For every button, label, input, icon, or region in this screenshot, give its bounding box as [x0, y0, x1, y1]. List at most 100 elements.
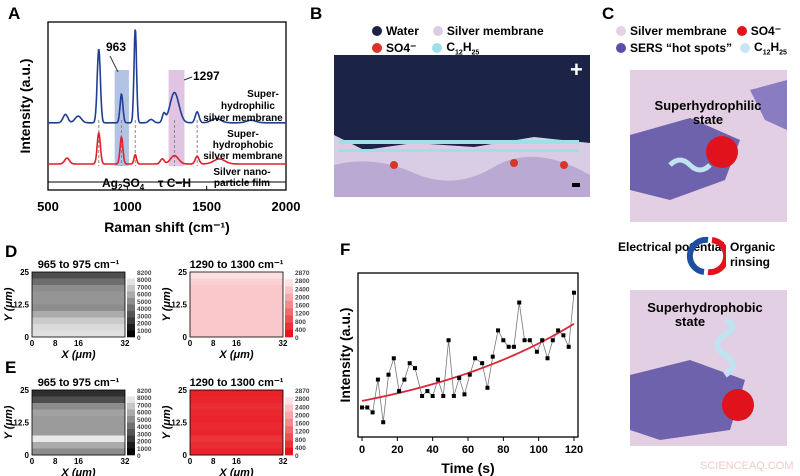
y-tick-label: 12.5 — [13, 419, 29, 428]
heatmap: 1290 to 1300 cm⁻¹28702800240020001600120… — [161, 259, 310, 361]
x-tick-label: 2000 — [272, 199, 300, 214]
colorbar-segment — [127, 403, 135, 410]
legend-item-hot-spots: SERS “hot spots” — [616, 40, 732, 56]
legend-item-c12h25: C12H25 — [740, 40, 787, 56]
heatmap-cell-row — [190, 396, 283, 404]
x-tick-label: 1000 — [113, 199, 142, 214]
colorbar-segment — [285, 300, 293, 309]
superhydrophobic-state-image: Superhydrophobic state — [630, 290, 787, 446]
x-tick-label: 16 — [232, 339, 241, 348]
data-point — [397, 389, 402, 394]
panel-label-d: D — [5, 242, 18, 261]
heatmap-cell-row — [32, 442, 125, 449]
data-point — [480, 361, 485, 366]
y-tick-label: 25 — [178, 386, 187, 395]
fit-curve — [361, 323, 575, 402]
legend-label: SERS “hot spots” — [630, 41, 733, 56]
data-point — [462, 392, 467, 397]
data-point — [370, 410, 375, 415]
state-label-top: Superhydrophilic state — [655, 98, 762, 127]
heatmap-cell-row — [190, 298, 283, 305]
legend-item-silver-membrane: Silver membrane — [616, 24, 727, 38]
heatmap-cell-row — [32, 311, 125, 318]
colorbar-label: 2870 — [295, 270, 310, 277]
heatmap-cell-row — [32, 330, 125, 338]
panel-label-e: E — [5, 358, 17, 377]
x-axis-label: X (μm) — [218, 467, 253, 476]
data-point — [545, 356, 550, 361]
data-point — [496, 328, 501, 333]
data-point — [446, 338, 451, 343]
x-tick-label: 1500 — [192, 199, 221, 214]
y-axis-label: Y (μm) — [161, 287, 173, 321]
colorbar-label: 0 — [295, 453, 299, 460]
x-tick-label: 8 — [211, 457, 216, 466]
x-tick-label: 32 — [279, 457, 288, 466]
colorbar-label: 7000 — [137, 284, 152, 291]
peak-arrow — [109, 55, 119, 73]
heatmap-title: 965 to 975 cm⁻¹ — [38, 377, 120, 389]
peak-label-963: 963 — [106, 40, 126, 54]
heatmap-cell-row — [190, 272, 283, 279]
colorbar-label: 2800 — [295, 278, 310, 285]
colorbar-label: 0 — [295, 335, 299, 342]
heatmap-cell-row — [190, 324, 283, 331]
heatmap-cell-row — [190, 311, 283, 318]
legend-item-so4: SO4⁻ — [736, 24, 781, 38]
colorbar-label: 400 — [295, 327, 306, 334]
data-point — [572, 290, 576, 295]
legend-item-so4: SO4⁻ — [372, 40, 416, 56]
heatmap-frame — [189, 271, 284, 338]
colorbar-segment — [285, 293, 293, 302]
data-point — [490, 354, 495, 359]
data-point — [435, 377, 440, 382]
colorbar-label: 0 — [137, 335, 141, 342]
heatmap-cell-row — [32, 278, 125, 286]
cycle-arrows-icon — [686, 236, 726, 276]
series-label-nanoparticle: Silver nano-particle film — [213, 167, 270, 189]
heatmap-frame — [31, 389, 126, 456]
y-axis-label: Y (μm) — [161, 405, 173, 439]
data-point — [517, 300, 522, 305]
colorbar-segment — [285, 329, 293, 338]
y-axis-label: Y (μm) — [3, 287, 15, 321]
legend-item-c12h25: C12H25 — [432, 40, 479, 56]
colorbar-segment — [127, 448, 135, 456]
highlight-band — [114, 70, 129, 166]
legend-label: Silver membrane — [446, 24, 544, 38]
colorbar-segment — [127, 422, 135, 430]
heatmap-frame — [31, 271, 126, 338]
colorbar-label: 8000 — [137, 395, 152, 402]
heatmap-cell-row — [32, 422, 125, 430]
y-tick-label: 12.5 — [171, 301, 187, 310]
series-label-hydrophobic: Super-hydrophobic silver membrane — [203, 129, 283, 162]
legend-item-water: Water — [372, 24, 419, 38]
heatmap-cell-row — [32, 435, 125, 443]
legend-c: Silver membrane SO4⁻ SERS “hot spots” C1… — [616, 24, 800, 56]
data-point — [467, 372, 472, 377]
band-label-ch: τ C−H — [158, 176, 191, 190]
heatmap-title: 1290 to 1300 cm⁻¹ — [190, 377, 284, 389]
heatmap: 965 to 975 cm⁻¹8200800070006000500040003… — [3, 377, 152, 476]
colorbar-label: 6000 — [137, 292, 152, 299]
heatmap: 1290 to 1300 cm⁻¹28702800240020001600120… — [161, 377, 310, 476]
colorbar-segment — [285, 411, 293, 420]
x-tick-label: 0 — [30, 457, 35, 466]
data-point — [457, 375, 462, 380]
heatmap-cell-row — [32, 304, 125, 312]
x-tick-label: 16 — [74, 339, 83, 348]
x-tick-label: 0 — [188, 457, 193, 466]
data-point — [425, 389, 430, 394]
heatmap-cell-row — [32, 403, 125, 410]
heatmap-cell-row — [32, 285, 125, 292]
colorbar-label: 8200 — [137, 388, 152, 395]
colorbar-label: 5000 — [137, 417, 152, 424]
colorbar-segment — [285, 418, 293, 427]
data-point — [381, 420, 386, 425]
legend-label: SO4⁻ — [386, 41, 417, 56]
data-point — [451, 394, 456, 398]
data-point — [561, 333, 566, 338]
x-tick-label: 100 — [529, 444, 547, 456]
legend-b: Water Silver membrane SO4⁻ C12H25 — [372, 24, 572, 56]
heatmap-cell-row — [190, 304, 283, 312]
